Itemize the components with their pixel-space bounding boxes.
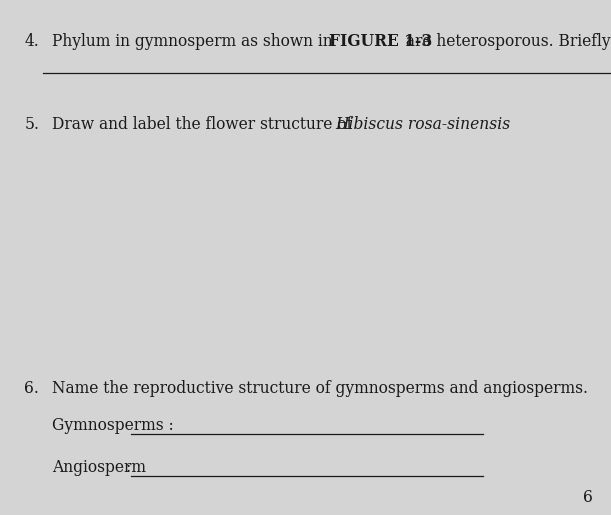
Text: 4.: 4. (24, 33, 39, 50)
Text: Draw and label the flower structure of: Draw and label the flower structure of (52, 116, 357, 133)
Text: 6.: 6. (24, 380, 39, 397)
Text: :: : (125, 459, 131, 476)
Text: 5.: 5. (24, 116, 40, 133)
Text: Angiosperm: Angiosperm (52, 459, 146, 476)
Text: 6: 6 (583, 489, 593, 506)
Text: FIGURE 1-3: FIGURE 1-3 (329, 33, 432, 50)
Text: Phylum in gymnosperm as shown in: Phylum in gymnosperm as shown in (52, 33, 337, 50)
Text: Gymnosperms :: Gymnosperms : (52, 417, 174, 434)
Text: Name the reproductive structure of gymnosperms and angiosperms.: Name the reproductive structure of gymno… (52, 380, 588, 397)
Text: Hibiscus rosa-sinensis: Hibiscus rosa-sinensis (335, 116, 510, 133)
Text: are heterosporous. Briefly explain.: are heterosporous. Briefly explain. (401, 33, 611, 50)
